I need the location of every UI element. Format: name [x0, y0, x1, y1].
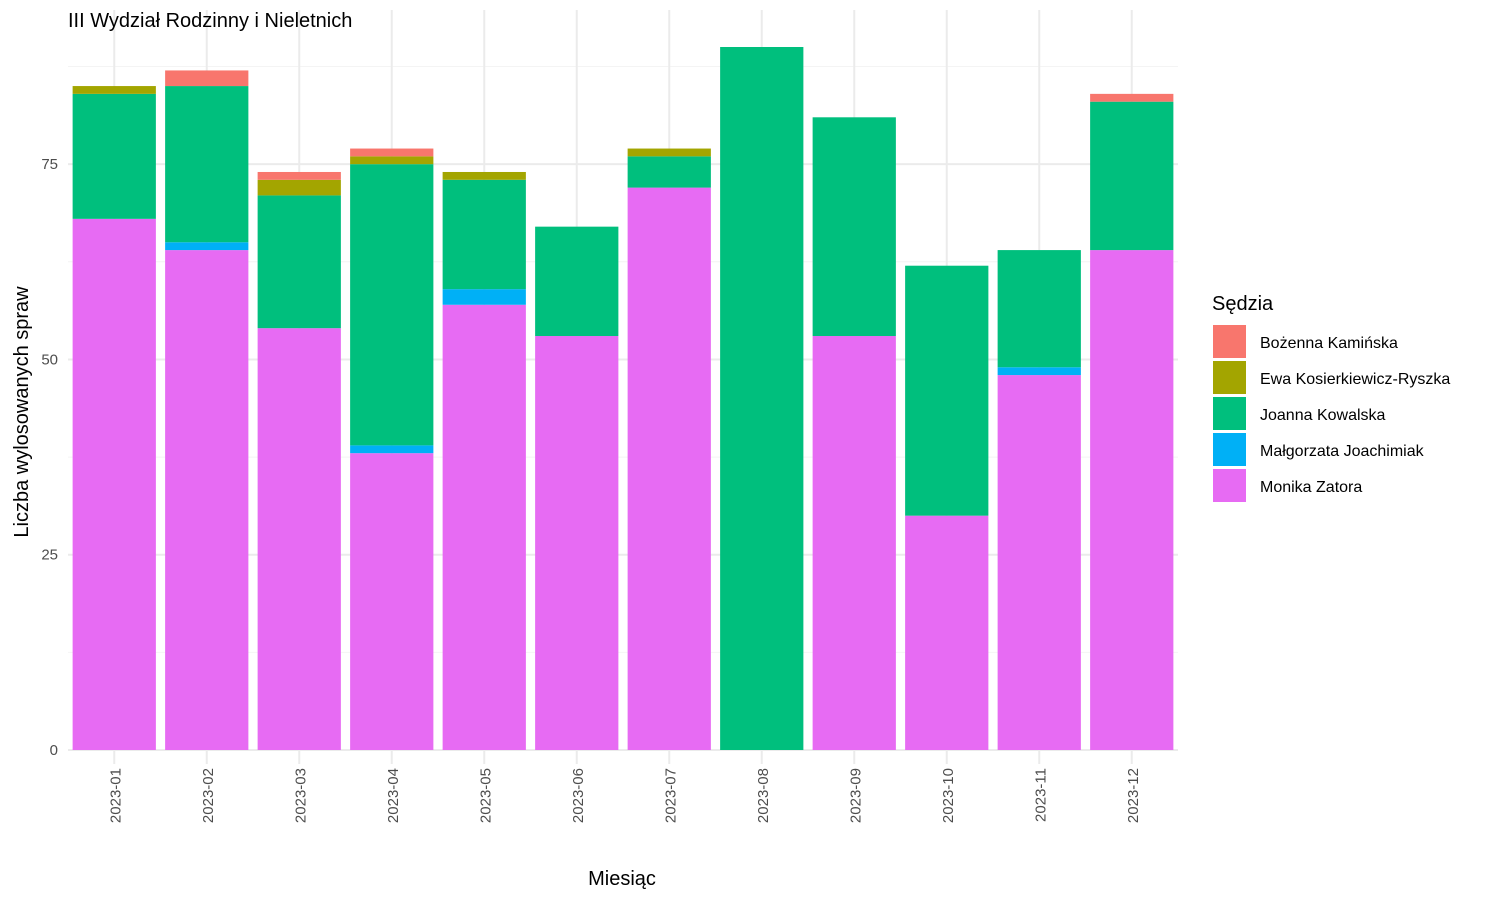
bar-segment: [165, 242, 249, 251]
bar-segment: [350, 445, 434, 454]
bar-segment: [72, 93, 156, 219]
legend-label: Monika Zatora: [1260, 479, 1362, 496]
bar-segment: [905, 265, 989, 516]
bar-segment: [627, 187, 711, 751]
bar-segment: [442, 179, 526, 290]
bar-segment: [627, 148, 711, 157]
bar-segment: [1090, 93, 1174, 102]
bar-segment: [165, 86, 249, 243]
x-tick-label: 2023-03: [292, 768, 309, 823]
bar-segment: [165, 70, 249, 87]
legend-swatch: [1213, 469, 1246, 502]
bar-segment: [257, 195, 341, 329]
x-tick-label: 2023-08: [755, 768, 772, 823]
x-tick-label: 2023-07: [662, 768, 679, 823]
x-tick-label: 2023-06: [570, 768, 587, 823]
y-axis-title: Liczba wylosowanych spraw: [11, 286, 33, 538]
bar-segment: [165, 250, 249, 751]
legend-swatch: [1213, 361, 1246, 394]
y-tick-label: 0: [50, 742, 58, 759]
x-tick-label: 2023-12: [1125, 768, 1142, 823]
legend-title: Sędzia: [1212, 293, 1274, 315]
legend-label: Bożenna Kamińska: [1260, 335, 1398, 352]
legend-label: Joanna Kowalska: [1260, 407, 1386, 424]
bar-segment: [257, 328, 341, 750]
bar-segment: [442, 289, 526, 305]
x-tick-label: 2023-01: [107, 768, 124, 823]
y-tick-label: 25: [41, 547, 58, 564]
bar-segment: [720, 47, 804, 750]
bar-segment: [535, 336, 619, 750]
bar-segment: [350, 156, 434, 165]
x-tick-label: 2023-04: [385, 768, 402, 823]
legend-label: Ewa Kosierkiewicz-Ryszka: [1260, 371, 1450, 388]
bar-segment: [812, 336, 896, 750]
bars: [72, 47, 1174, 751]
bar-segment: [257, 179, 341, 196]
bar-segment: [72, 218, 156, 750]
legend-label: Małgorzata Joachimiak: [1260, 443, 1425, 460]
x-tick-label: 2023-11: [1032, 768, 1049, 822]
bar-segment: [72, 86, 156, 94]
x-axis-title: Miesiąc: [588, 868, 656, 890]
x-tick-label: 2023-10: [940, 768, 957, 823]
bar-segment: [627, 156, 711, 188]
bar-segment: [442, 304, 526, 750]
legend-items: Bożenna Kamińska Ewa Kosierkiewicz-Ryszka…: [1213, 325, 1450, 502]
legend-swatch: [1213, 397, 1246, 430]
x-tick-label: 2023-02: [200, 768, 217, 823]
bar-segment: [350, 453, 434, 750]
bar-segment: [1090, 101, 1174, 251]
bar-segment: [535, 226, 619, 337]
chart-title: III Wydział Rodzinny i Nieletnich: [68, 10, 352, 32]
bar-segment: [1090, 250, 1174, 751]
x-tick-label: 2023-09: [847, 768, 864, 823]
y-axis-ticks: 0 25 50 75: [41, 156, 58, 759]
bar-segment: [257, 171, 341, 180]
bar-segment: [350, 148, 434, 157]
legend-swatch: [1213, 433, 1246, 466]
bar-segment: [997, 375, 1081, 750]
x-axis-ticks: 2023-01 2023-02 2023-03 2023-04 2023-05 2023-…: [107, 768, 1142, 823]
x-tick-label: 2023-05: [477, 768, 494, 823]
legend-swatch: [1213, 325, 1246, 358]
bar-segment: [812, 117, 896, 337]
bar-segment: [350, 164, 434, 446]
bar-segment: [442, 171, 526, 180]
y-tick-label: 75: [41, 156, 58, 173]
bar-segment: [905, 515, 989, 750]
y-tick-label: 50: [41, 351, 58, 368]
legend: Sędzia Bożenna Kamińska Ewa Kosierkiewicz…: [1212, 293, 1450, 502]
bar-segment: [997, 250, 1081, 368]
bar-segment: [997, 367, 1081, 376]
